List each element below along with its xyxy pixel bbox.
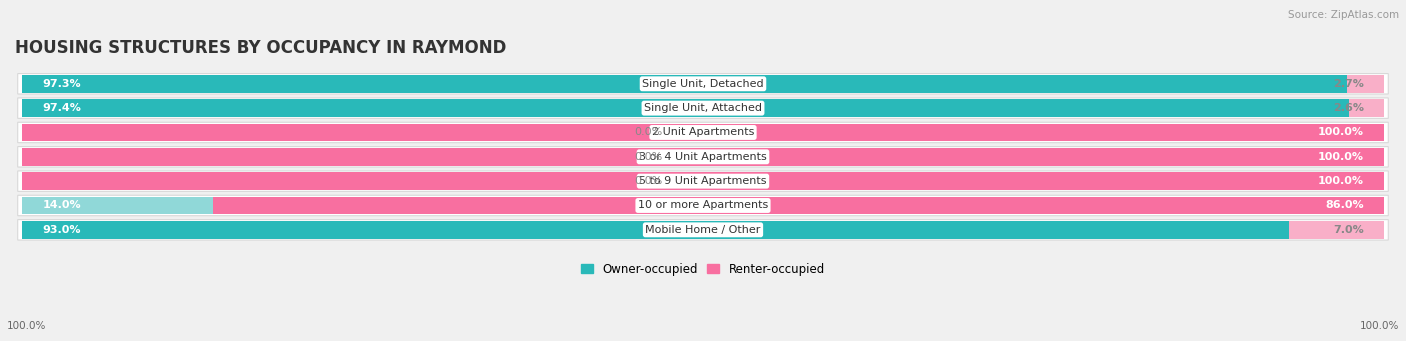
Bar (22, 148, 1384, 166)
Text: 5 to 9 Unit Apartments: 5 to 9 Unit Apartments (640, 176, 766, 186)
Text: 93.0%: 93.0% (42, 225, 80, 235)
Text: 100.0%: 100.0% (1317, 152, 1364, 162)
Text: 100.0%: 100.0% (7, 321, 46, 331)
Text: 86.0%: 86.0% (1324, 201, 1364, 210)
FancyBboxPatch shape (18, 74, 1388, 94)
Bar (212, 197, 1384, 214)
Text: Mobile Home / Other: Mobile Home / Other (645, 225, 761, 235)
Bar (22, 173, 1384, 190)
FancyBboxPatch shape (18, 122, 1388, 143)
Text: Source: ZipAtlas.com: Source: ZipAtlas.com (1288, 10, 1399, 20)
Text: 0.0%: 0.0% (634, 152, 662, 162)
Text: 2.6%: 2.6% (1333, 103, 1364, 113)
Legend: Owner-occupied, Renter-occupied: Owner-occupied, Renter-occupied (576, 258, 830, 281)
Text: 0.0%: 0.0% (634, 176, 662, 186)
Text: 97.4%: 97.4% (42, 103, 82, 113)
Text: 3 or 4 Unit Apartments: 3 or 4 Unit Apartments (640, 152, 766, 162)
Bar (22, 197, 212, 214)
Text: 10 or more Apartments: 10 or more Apartments (638, 201, 768, 210)
Text: 2.7%: 2.7% (1333, 79, 1364, 89)
Text: HOUSING STRUCTURES BY OCCUPANCY IN RAYMOND: HOUSING STRUCTURES BY OCCUPANCY IN RAYMO… (15, 39, 506, 57)
Bar (1348, 99, 1384, 117)
Text: 97.3%: 97.3% (42, 79, 82, 89)
Bar (1347, 75, 1384, 92)
Text: 2 Unit Apartments: 2 Unit Apartments (652, 128, 754, 137)
Text: 7.0%: 7.0% (1333, 225, 1364, 235)
Text: Single Unit, Attached: Single Unit, Attached (644, 103, 762, 113)
Text: 14.0%: 14.0% (42, 201, 82, 210)
Bar (22, 124, 1384, 141)
Text: 100.0%: 100.0% (1317, 176, 1364, 186)
Text: 100.0%: 100.0% (1360, 321, 1399, 331)
FancyBboxPatch shape (18, 171, 1388, 191)
Bar (22, 99, 1348, 117)
FancyBboxPatch shape (18, 98, 1388, 118)
Text: Single Unit, Detached: Single Unit, Detached (643, 79, 763, 89)
Bar (22, 75, 1347, 92)
FancyBboxPatch shape (18, 147, 1388, 167)
Text: 0.0%: 0.0% (634, 128, 662, 137)
Text: 100.0%: 100.0% (1317, 128, 1364, 137)
Bar (1289, 221, 1384, 239)
FancyBboxPatch shape (18, 220, 1388, 240)
Bar (22, 221, 1289, 239)
FancyBboxPatch shape (18, 195, 1388, 216)
